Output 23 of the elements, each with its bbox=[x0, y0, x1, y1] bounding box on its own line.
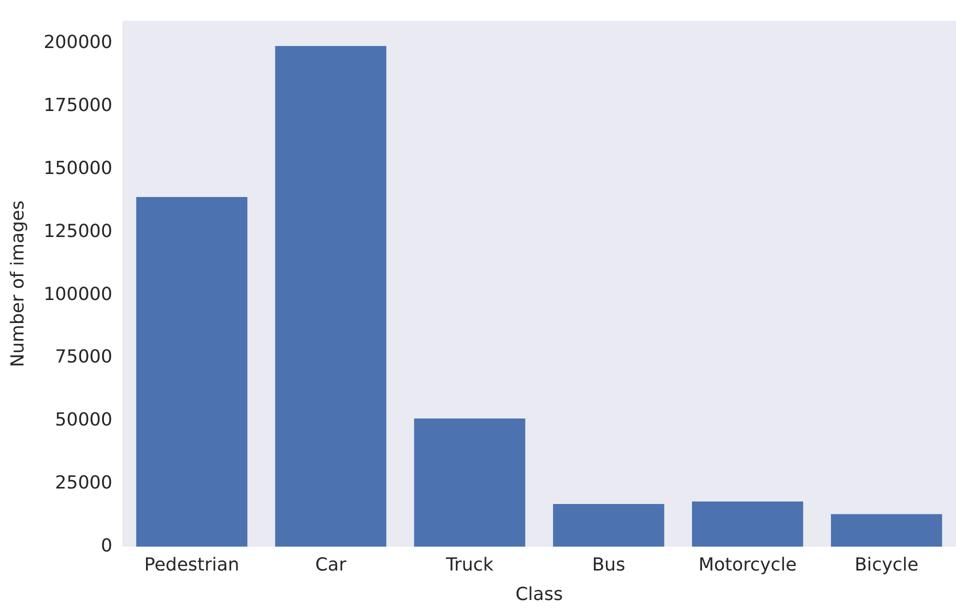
bar bbox=[830, 514, 942, 547]
x-tick-label: Truck bbox=[444, 554, 494, 576]
y-tick-label: 25000 bbox=[55, 472, 112, 494]
x-tick-label: Bicycle bbox=[854, 554, 918, 576]
y-tick-label: 125000 bbox=[44, 220, 112, 242]
y-tick-label: 100000 bbox=[44, 284, 112, 305]
x-tick-label: Motorcycle bbox=[698, 554, 797, 576]
y-tick-label: 175000 bbox=[44, 95, 112, 116]
x-tick-label: Bus bbox=[592, 554, 626, 576]
bar bbox=[692, 502, 804, 547]
x-tick-label: Car bbox=[315, 554, 347, 576]
y-tick-label: 0 bbox=[100, 535, 112, 556]
bar bbox=[414, 418, 526, 547]
bar bbox=[553, 504, 664, 547]
bar bbox=[275, 46, 386, 547]
bar bbox=[136, 196, 248, 547]
y-tick-label: 200000 bbox=[44, 32, 112, 54]
y-tick-label: 75000 bbox=[55, 346, 112, 368]
x-tick-label: Pedestrian bbox=[144, 554, 240, 576]
x-axis-title: Class bbox=[515, 584, 563, 605]
y-axis-title: Number of images bbox=[7, 200, 28, 368]
y-tick-label: 50000 bbox=[55, 410, 112, 431]
y-tick-label: 150000 bbox=[44, 158, 112, 179]
